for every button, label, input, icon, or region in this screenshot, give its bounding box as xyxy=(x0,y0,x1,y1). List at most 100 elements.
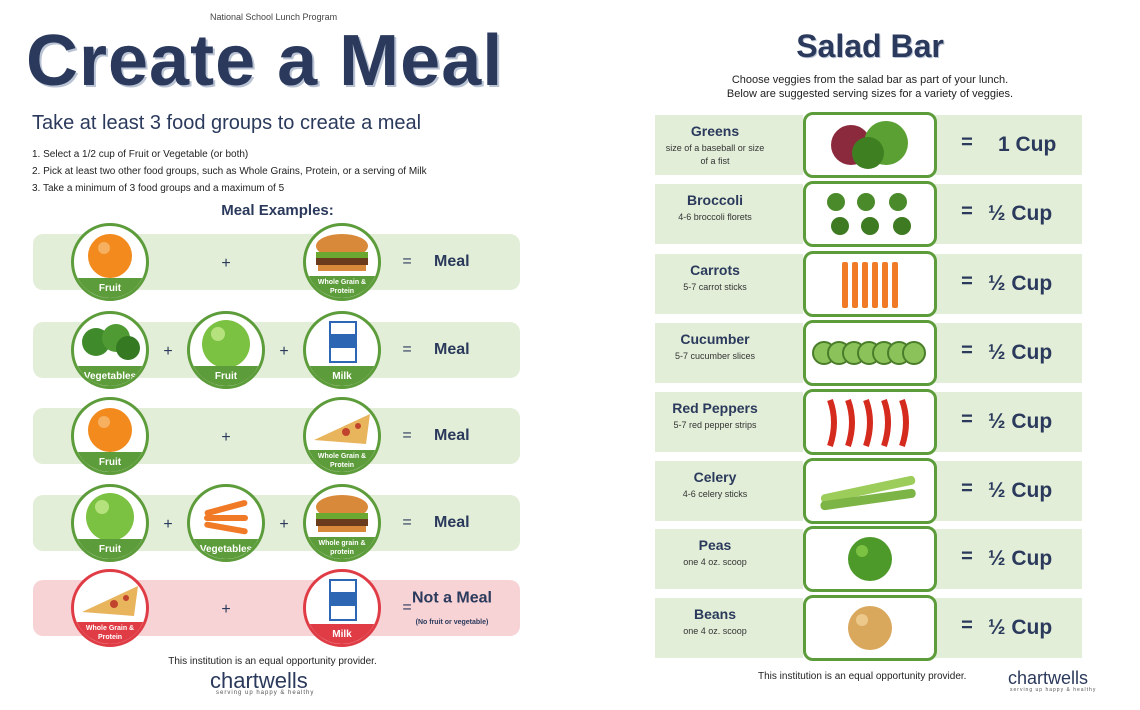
food-label: Fruit xyxy=(74,539,146,559)
veg-picture xyxy=(803,112,937,178)
equals: = xyxy=(961,614,973,637)
name-box xyxy=(655,184,803,244)
veg-name: Carrots xyxy=(690,262,740,278)
food-circle: Fruit xyxy=(187,311,265,389)
logo: chartwells xyxy=(1008,668,1089,688)
plus: + xyxy=(221,429,231,446)
amount: ½ Cup xyxy=(988,479,1053,502)
title: Create a Meal xyxy=(26,21,504,101)
veg-name: Beans xyxy=(693,606,737,622)
name-box xyxy=(655,392,803,452)
food-circle: Milk xyxy=(303,311,381,389)
veg-icon xyxy=(827,193,911,235)
serving: 5-7 carrot sticks xyxy=(683,282,747,292)
step: 2. Pick at least two other food groups, … xyxy=(32,166,427,177)
equals: = xyxy=(402,341,412,358)
serving: one 4 oz. scoop xyxy=(683,626,747,636)
veg-name: Peas xyxy=(698,537,732,553)
food-label: Vegetables xyxy=(190,539,262,559)
food-circle: Fruit xyxy=(71,223,149,301)
food-icon xyxy=(329,579,357,621)
equals: = xyxy=(961,270,973,293)
tagline: serving up happy & healthy xyxy=(1010,687,1097,693)
name-box xyxy=(655,115,803,175)
step: 1. Select a 1/2 cup of Fruit or Vegetabl… xyxy=(32,149,249,160)
name-box xyxy=(655,529,803,589)
intro: Choose veggies from the salad bar as par… xyxy=(655,73,1085,101)
food-icon xyxy=(86,493,134,541)
veg-icon xyxy=(842,262,898,308)
food-circle: Vegetables xyxy=(187,484,265,562)
food-icon xyxy=(314,414,370,444)
program: National School Lunch Program xyxy=(210,12,338,22)
amount-box xyxy=(930,184,1082,244)
amount: ½ Cup xyxy=(988,202,1053,225)
veg-picture xyxy=(803,458,937,524)
veg-picture xyxy=(803,320,937,386)
veg-picture xyxy=(803,595,937,661)
equals: = xyxy=(402,514,412,531)
plus: + xyxy=(163,516,173,533)
result: Meal xyxy=(434,253,470,270)
note: (No fruit or vegetable) xyxy=(415,619,489,626)
food-circle: Whole grain & protein xyxy=(303,484,381,562)
food-label: Vegetables xyxy=(74,366,146,386)
name-box xyxy=(655,598,803,658)
veg-name: Broccoli xyxy=(686,192,743,208)
steps: 1. Select a 1/2 cup of Fruit or Vegetabl… xyxy=(32,146,427,197)
veg-picture xyxy=(803,389,937,455)
food-label: Whole Grain & Protein xyxy=(74,622,146,644)
equals: = xyxy=(961,545,973,568)
amount-box xyxy=(930,392,1082,452)
intro-line: Choose veggies from the salad bar as par… xyxy=(731,74,1009,86)
salad-title: Salad Bar xyxy=(796,28,944,64)
amount-box xyxy=(930,529,1082,589)
food-icon xyxy=(82,324,140,360)
amount: ½ Cup xyxy=(988,616,1053,639)
footer: This institution is an equal opportunity… xyxy=(168,656,377,667)
veg-icon xyxy=(812,341,926,365)
plus: + xyxy=(221,255,231,272)
food-icon xyxy=(88,408,132,452)
equals: = xyxy=(402,253,412,270)
veg-icon xyxy=(848,606,892,650)
food-icon xyxy=(88,234,132,278)
subtitle: Take at least 3 food groups to create a … xyxy=(32,112,422,134)
intro-line: Below are suggested serving sizes for a … xyxy=(726,88,1014,100)
equals: = xyxy=(961,477,973,500)
amount: ½ Cup xyxy=(988,341,1053,364)
food-label: Milk xyxy=(306,366,378,386)
serving: 4-6 broccoli florets xyxy=(678,212,752,222)
food-circle: Whole Grain & Protein xyxy=(71,569,149,647)
food-icon xyxy=(82,586,138,616)
veg-name: Greens xyxy=(690,123,740,139)
amount-box xyxy=(930,254,1082,314)
veg-icon xyxy=(827,398,909,447)
equals: = xyxy=(961,408,973,431)
veg-name: Cucumber xyxy=(680,331,750,347)
food-icon xyxy=(316,234,368,271)
serving: one 4 oz. scoop xyxy=(683,557,747,567)
veg-picture xyxy=(803,181,937,247)
footer: This institution is an equal opportunity… xyxy=(758,671,967,682)
serving: 5-7 red pepper strips xyxy=(673,420,757,430)
food-icon xyxy=(202,320,250,368)
veg-picture xyxy=(803,251,937,317)
amount: ½ Cup xyxy=(988,272,1053,295)
amount: 1 Cup xyxy=(998,133,1057,156)
plus: + xyxy=(279,343,289,360)
food-label: Fruit xyxy=(190,366,262,386)
veg-picture xyxy=(803,526,937,592)
amount: ½ Cup xyxy=(988,410,1053,433)
veg-icon xyxy=(848,537,892,581)
veg-icon xyxy=(831,121,908,169)
veg-name: Red Peppers xyxy=(672,400,758,416)
result: Meal xyxy=(434,427,470,444)
food-label: Whole Grain & Protein xyxy=(306,450,378,472)
serving: size of a baseball or size of a fist xyxy=(665,143,765,166)
food-icon xyxy=(316,495,368,532)
step: 3. Take a minimum of 3 food groups and a… xyxy=(32,183,285,194)
food-label: Fruit xyxy=(74,278,146,298)
veg-icon xyxy=(820,475,916,511)
